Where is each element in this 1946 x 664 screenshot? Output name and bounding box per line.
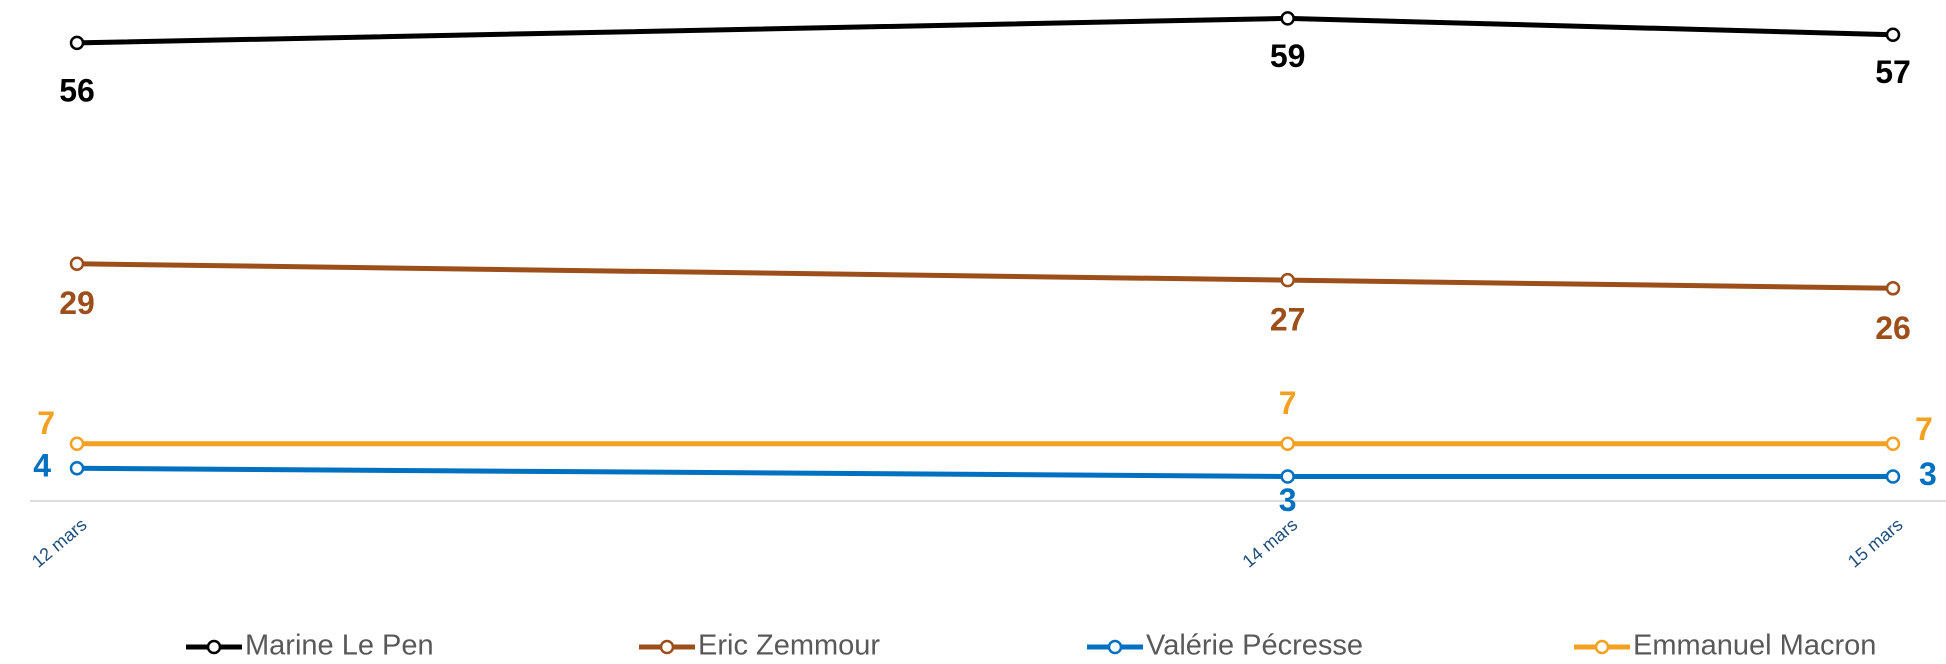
data-label: 3 bbox=[1919, 456, 1937, 492]
point bbox=[1885, 281, 1901, 296]
point bbox=[69, 256, 85, 272]
point bbox=[69, 436, 85, 451]
point bbox=[69, 35, 85, 51]
data-label: 7 bbox=[1915, 411, 1933, 447]
series-line bbox=[76, 261, 1894, 291]
data-label: 59 bbox=[1270, 38, 1306, 74]
data-label: 4 bbox=[33, 448, 51, 484]
data-label: 3 bbox=[1279, 482, 1297, 518]
x-tick-label: 12 mars bbox=[28, 514, 91, 571]
data-label: 29 bbox=[59, 285, 95, 321]
point bbox=[69, 461, 85, 476]
data-label: 26 bbox=[1875, 310, 1911, 346]
legend-marker bbox=[206, 639, 222, 655]
legend-label: Emmanuel Macron bbox=[1633, 630, 1876, 662]
point bbox=[1280, 436, 1295, 451]
point bbox=[1280, 272, 1295, 288]
legend-label: Marine Le Pen bbox=[245, 630, 434, 662]
point bbox=[1885, 469, 1901, 484]
data-label: 7 bbox=[37, 405, 55, 441]
data-label: 57 bbox=[1875, 54, 1911, 90]
data-label: 27 bbox=[1270, 302, 1306, 338]
data-label: 56 bbox=[59, 72, 95, 108]
point bbox=[1885, 27, 1901, 42]
point bbox=[1280, 11, 1295, 26]
data-label: 7 bbox=[1279, 385, 1297, 421]
point bbox=[1885, 436, 1901, 451]
point bbox=[1280, 469, 1295, 484]
legend-marker bbox=[659, 639, 675, 655]
legend-label: Valérie Pécresse bbox=[1146, 630, 1363, 662]
series-line bbox=[76, 15, 1894, 46]
legend-label: Eric Zemmour bbox=[698, 630, 880, 662]
legend-marker bbox=[1594, 639, 1610, 655]
x-tick-label: 15 mars bbox=[1844, 514, 1907, 571]
series-line bbox=[76, 465, 1893, 479]
x-tick-label: 14 mars bbox=[1239, 514, 1302, 571]
legend-marker bbox=[1107, 639, 1123, 655]
